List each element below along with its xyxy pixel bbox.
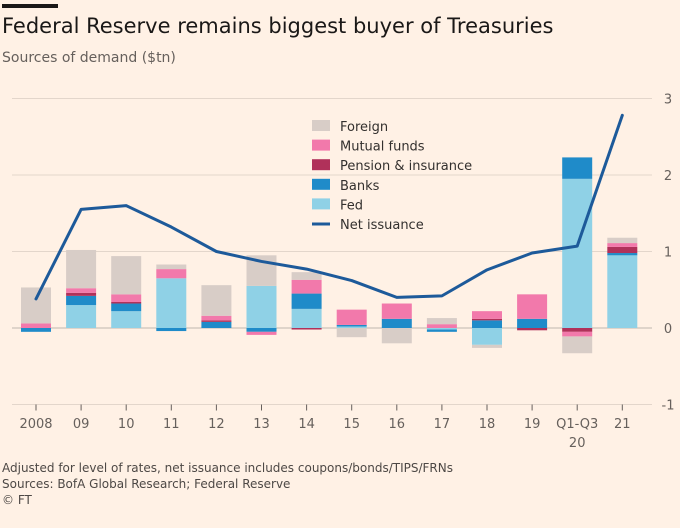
chart-title: Federal Reserve remains biggest buyer of…: [2, 14, 554, 38]
x-tick-label: 12: [208, 417, 225, 432]
bar-segment: [246, 331, 277, 335]
bar-segment: [156, 278, 187, 328]
legend-label: Foreign: [340, 120, 388, 135]
bar-segment: [246, 285, 277, 328]
y-tick-label: 1: [664, 246, 672, 261]
bar-segment: [472, 328, 502, 345]
legend-label: Mutual funds: [340, 140, 425, 155]
legend-swatch: [312, 120, 330, 131]
chart-notes: Adjusted for level of rates, net issuanc…: [2, 460, 453, 508]
bar-segment: [156, 264, 187, 270]
copyright-line: © FT: [2, 493, 32, 507]
bar-segment: [66, 288, 97, 293]
x-tick-label: 11: [163, 417, 180, 432]
x-tick-label: 20: [569, 436, 586, 451]
bar-segment: [562, 157, 593, 179]
bar-segment: [291, 328, 322, 330]
y-tick-label: 0: [664, 322, 672, 337]
bar-segment: [336, 309, 367, 325]
bar-segment: [291, 308, 322, 328]
bar-segment: [201, 315, 232, 321]
x-tick-label: 18: [479, 417, 496, 432]
bar-segment: [201, 285, 232, 316]
bar-segment: [562, 178, 593, 328]
bar-segment: [472, 320, 502, 328]
net-issuance-line: [34, 113, 624, 301]
y-tick-label: -1: [662, 399, 675, 414]
bar-segment: [381, 303, 412, 319]
bar-segment: [562, 336, 593, 354]
bar-segment: [156, 328, 187, 332]
bar-segment: [472, 311, 502, 319]
bar-segment: [607, 246, 638, 254]
x-tick-label: 10: [118, 417, 135, 432]
bar-segment: [517, 294, 548, 319]
legend-swatch: [312, 178, 330, 190]
bar-segment: [607, 243, 638, 247]
bar-segment: [291, 272, 322, 280]
x-tick-label: 21: [614, 417, 631, 432]
y-tick-label: 3: [664, 93, 672, 108]
legend-label: Banks: [340, 179, 380, 194]
bar-segment: [472, 318, 502, 321]
bar-segment: [381, 328, 412, 344]
bar-segment: [111, 301, 142, 304]
y-tick-label: 2: [664, 169, 672, 184]
bar-segment: [336, 326, 367, 328]
bar-segment: [111, 303, 142, 312]
bar-segment: [291, 279, 322, 294]
bar-segment: [517, 318, 548, 328]
bar-segment: [111, 311, 142, 328]
legend-swatch: [312, 139, 330, 151]
bar-segment: [517, 328, 548, 331]
legend-label: Fed: [340, 198, 363, 213]
x-tick-label: 15: [343, 417, 360, 432]
legend-swatch: [312, 159, 330, 171]
x-tick-label: 19: [524, 417, 541, 432]
bar-segment: [607, 237, 638, 244]
x-tick-label: Q1-Q3: [556, 417, 598, 432]
bar-segment: [607, 253, 638, 256]
x-tick-label: 16: [389, 417, 406, 432]
bar-segment: [66, 305, 97, 328]
bar-segment: [336, 324, 367, 327]
bar-segment: [66, 292, 97, 296]
bar-segment: [246, 328, 277, 332]
bar-segment: [607, 255, 638, 328]
bar-segment: [291, 293, 322, 309]
bar-segment: [111, 294, 142, 302]
bar-segment: [336, 328, 367, 338]
bar-segment: [66, 295, 97, 306]
bar-segment: [156, 269, 187, 279]
bar-segment: [426, 324, 457, 328]
ft-top-rule: [2, 4, 58, 8]
bar-segment: [426, 328, 457, 330]
bar-segment: [111, 256, 142, 295]
bar-segment: [562, 328, 593, 332]
bar-segment: [472, 344, 502, 348]
x-tick-label: 14: [298, 417, 315, 432]
footnote: Adjusted for level of rates, net issuanc…: [2, 461, 453, 475]
bar-segment: [201, 321, 232, 328]
bar-segment: [426, 318, 457, 325]
bar-segment: [381, 318, 412, 328]
bar-segment: [426, 329, 457, 332]
x-tick-label: 2008: [19, 417, 52, 432]
legend-label: Pension & insurance: [340, 159, 472, 174]
bar-segment: [66, 249, 97, 289]
legend-swatch: [312, 198, 330, 210]
chart-subtitle: Sources of demand ($tn): [2, 50, 176, 66]
bar-segment: [21, 328, 51, 332]
legend-label: Net issuance: [340, 218, 424, 233]
bar-segment: [562, 331, 593, 337]
bar-segment: [21, 287, 51, 324]
bar-segment: [21, 323, 51, 328]
sources-line: Sources: BofA Global Research; Federal R…: [2, 477, 291, 491]
x-tick-label: 09: [73, 417, 90, 432]
bar-segment: [201, 320, 232, 322]
x-tick-label: 17: [434, 417, 451, 432]
x-tick-label: 13: [253, 417, 270, 432]
